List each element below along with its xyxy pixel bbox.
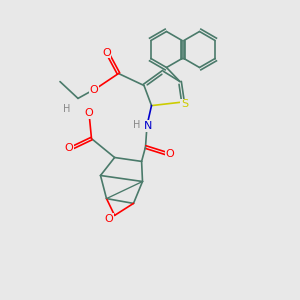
Text: O: O bbox=[166, 148, 175, 159]
Text: O: O bbox=[102, 47, 111, 58]
Text: N: N bbox=[144, 121, 153, 131]
Text: H: H bbox=[133, 120, 140, 130]
Text: H: H bbox=[63, 104, 70, 115]
Text: O: O bbox=[64, 142, 74, 153]
Text: S: S bbox=[181, 99, 188, 110]
Text: O: O bbox=[84, 108, 93, 118]
Text: O: O bbox=[105, 214, 114, 224]
Text: O: O bbox=[89, 85, 98, 95]
